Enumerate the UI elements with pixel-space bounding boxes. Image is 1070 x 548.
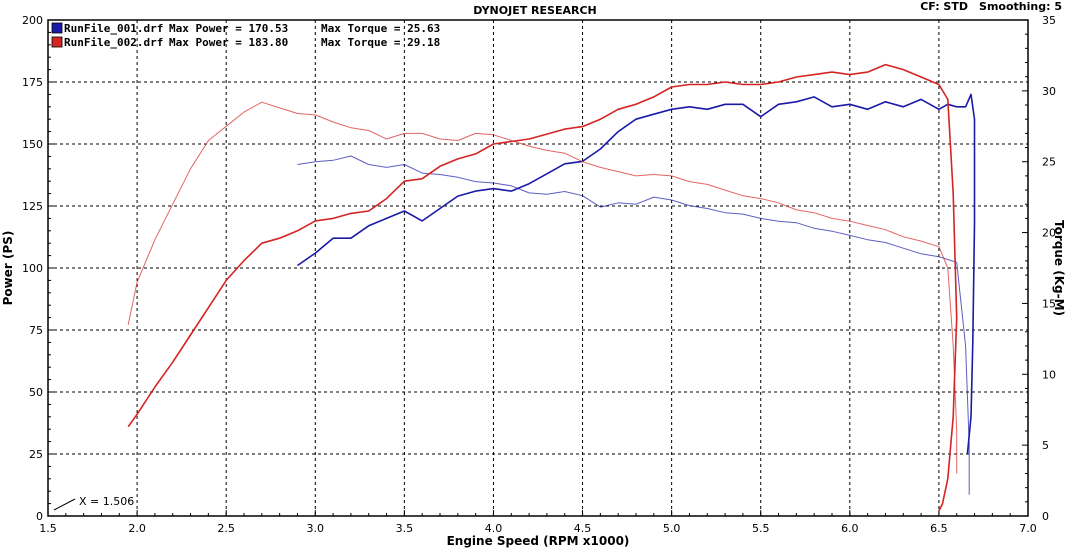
x-tick-label: 6.5 [930, 522, 948, 535]
y2-tick-label: 20 [1042, 227, 1056, 240]
legend: RunFile_001.drf Max Power = 170.53 Max T… [51, 22, 440, 49]
series-line-3-power [127, 63, 958, 512]
x-tick-label: 7.0 [1019, 522, 1037, 535]
y-tick-label: 50 [29, 386, 43, 399]
plot-area [47, 19, 1029, 517]
x-tick-label: 3.5 [396, 522, 414, 535]
x-tick-label: 4.0 [485, 522, 503, 535]
cursor-readout: X = 1.506 [79, 495, 134, 508]
x-tick-label: 5.0 [663, 522, 681, 535]
cf-label: CF: STD [920, 0, 968, 13]
y-tick-label: 0 [36, 510, 43, 523]
y2-axis-label: Torque (Kg-M) [1052, 220, 1066, 316]
y-tick-label: 75 [29, 324, 43, 337]
legend-max-power-001: Max Power = 170.53 [169, 22, 288, 35]
cursor-pointer-line [53, 498, 76, 511]
y2-tick-label: 35 [1042, 14, 1056, 27]
legend-max-torque-001: Max Torque = 25.63 [321, 22, 440, 35]
y-axis-label: Power (PS) [1, 231, 15, 306]
y2-tick-label: 10 [1042, 368, 1056, 381]
y-tick-label: 150 [22, 138, 43, 151]
x-tick-label: 6.0 [841, 522, 859, 535]
y2-tick-label: 25 [1042, 156, 1056, 169]
smoothing-label: Smoothing: 5 [979, 0, 1062, 13]
series-line-2-torque [297, 155, 970, 495]
y-tick-label: 125 [22, 200, 43, 213]
legend-swatch-001 [51, 22, 63, 34]
y2-tick-label: 0 [1042, 510, 1049, 523]
y-tick-label: 25 [29, 448, 43, 461]
y2-tick-label: 30 [1042, 85, 1056, 98]
axis-ticks: 1.5 2.0 2.5 3.0 3.5 4.0 4.5 5.0 5.5 6.0 6.5 7.0 0 25 5… [22, 14, 1056, 535]
legend-file-001: RunFile_001.drf [64, 22, 163, 35]
series-line-4-torque [127, 101, 958, 474]
y2-tick-label: 5 [1042, 439, 1049, 452]
legend-file-002: RunFile_002.drf [64, 36, 163, 49]
y2-tick-label: 15 [1042, 297, 1056, 310]
x-tick-label: 1.5 [39, 522, 57, 535]
legend-max-torque-002: Max Torque = 29.18 [321, 36, 440, 49]
grid-lines [48, 20, 1028, 516]
x-tick-label: 3.0 [307, 522, 325, 535]
x-tick-label: 2.5 [217, 522, 235, 535]
x-tick-label: 2.0 [128, 522, 146, 535]
legend-max-power-002: Max Power = 183.80 [169, 36, 288, 49]
x-tick-label: 5.5 [752, 522, 770, 535]
x-axis-label: Engine Speed (RPM x1000) [447, 534, 630, 548]
series-line-1-power [297, 93, 976, 455]
legend-swatch-002 [51, 36, 63, 48]
y-tick-label: 200 [22, 14, 43, 27]
y-tick-label: 100 [22, 262, 43, 275]
chart-title: DYNOJET RESEARCH [473, 4, 596, 17]
x-tick-label: 4.5 [574, 522, 592, 535]
series-lines [127, 63, 976, 512]
y-tick-label: 175 [22, 76, 43, 89]
